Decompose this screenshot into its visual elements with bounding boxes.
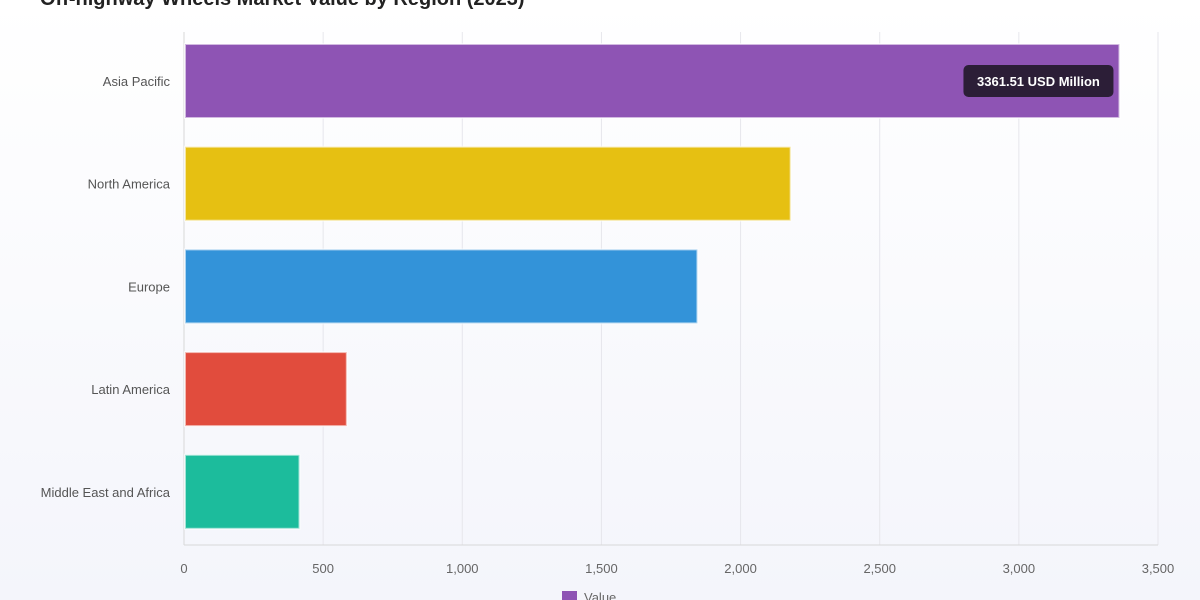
bar-north-america[interactable]	[184, 145, 792, 222]
x-tick-label: 2,500	[863, 561, 896, 576]
bar-latin-america[interactable]	[184, 351, 348, 428]
category-label: Latin America	[91, 382, 171, 397]
bar-europe[interactable]	[184, 248, 699, 325]
x-tick-label: 1,000	[446, 561, 479, 576]
chart-title: Off-highway Wheels Market Value by Regio…	[40, 0, 525, 11]
x-axis-tick-labels: 0 500 1,000 1,500 2,000 2,500 3,000 3,500	[180, 561, 1174, 576]
x-tick-label: 2,000	[724, 561, 757, 576]
tooltip-box	[963, 65, 1114, 97]
category-labels: Asia Pacific North America Europe Latin Ame…	[41, 74, 171, 500]
x-tick-label: 3,500	[1142, 561, 1175, 576]
legend: Value	[562, 590, 616, 600]
category-label: Middle East and Africa	[41, 485, 171, 500]
x-tick-label: 0	[180, 561, 187, 576]
x-tick-label: 3,000	[1003, 561, 1036, 576]
bar-middle-east-and-africa[interactable]	[184, 453, 301, 530]
bars	[184, 43, 1121, 530]
x-tick-label: 1,500	[585, 561, 618, 576]
category-label: Europe	[128, 279, 170, 294]
category-label: North America	[88, 177, 171, 192]
x-tick-label: 500	[312, 561, 334, 576]
legend-swatch[interactable]	[562, 591, 577, 600]
category-label: Asia Pacific	[103, 74, 171, 89]
legend-label[interactable]: Value	[584, 590, 616, 600]
tooltip-text: 3361.51 USD Million	[977, 74, 1100, 89]
tooltip: 3361.51 USD Million	[963, 65, 1114, 97]
